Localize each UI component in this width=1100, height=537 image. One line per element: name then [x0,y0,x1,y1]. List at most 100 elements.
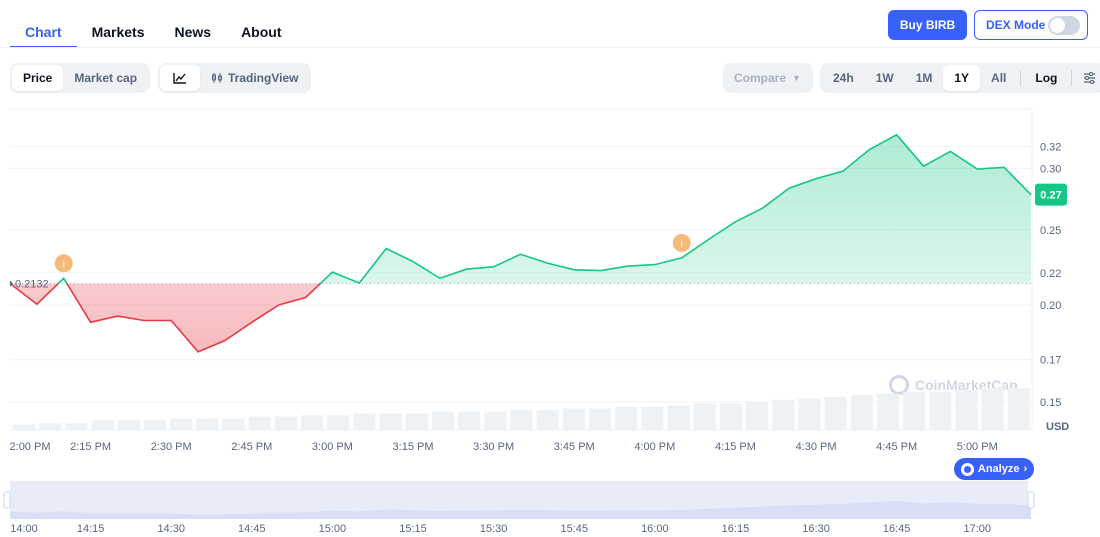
navigator-tick-label: 15:30 [479,523,508,535]
range-24h[interactable]: 24h [833,71,854,85]
baseline-marker-icon [10,280,13,287]
volume-bar [719,403,743,430]
range-all[interactable]: All [991,71,1007,85]
price-marketcap-toggle: Price Market cap [10,63,151,93]
volume-bar [458,411,481,430]
x-tick-label: 3:00 PM [312,441,353,453]
volume-bar [824,396,847,430]
volume-bar [248,416,271,430]
x-tick-label: 2:45 PM [231,441,272,453]
time-range-selector: 24h 1W 1M 1Y All Log [820,63,1100,93]
y-tick-label: 0.20 [1040,300,1061,312]
volume-bar [1007,388,1030,430]
y-tick-label: 0.30 [1040,163,1061,175]
volume-bar [929,391,952,430]
x-tick-label: 4:00 PM [634,441,675,453]
line-chart-icon [173,73,186,84]
analyze-button[interactable]: Analyze › [954,458,1034,480]
dex-mode-button[interactable]: DEX Mode [974,10,1088,40]
buy-button[interactable]: Buy BIRB [888,10,967,40]
tab-news[interactable]: News [174,24,212,40]
volume-bar [170,418,193,430]
range-divider [1020,70,1022,86]
volume-bar [510,410,533,430]
info-icon: i [63,259,65,270]
current-price-badge [1035,183,1067,206]
navigator-tick-label: 16:45 [882,523,911,535]
x-tick-label: 5:00 PM [957,441,998,453]
tab-about[interactable]: About [241,24,282,40]
volume-bar [536,410,559,430]
navigator-series [10,501,1031,519]
volume-bar [641,406,664,430]
tab-chart[interactable]: Chart [10,12,77,48]
volume-bar [588,408,612,430]
log-scale-button[interactable]: Log [1035,71,1058,85]
volume-bar [300,415,324,430]
volume-bar [667,405,690,430]
y-tick-label: 0.17 [1040,355,1061,367]
price-line-up [10,133,1032,284]
sliders-icon [1084,72,1096,84]
compare-dropdown[interactable]: Compare ▼ [723,63,813,93]
x-tick-label: 3:15 PM [393,441,434,453]
volume-bar [13,424,36,430]
volume-bar [850,394,873,430]
candlestick-icon [212,73,222,83]
navigator-tick-label: 16:30 [802,523,830,535]
down-area-fill [10,283,1031,352]
tab-markets[interactable]: Markets [91,24,145,40]
volume-bar [431,411,455,430]
volume-bar [484,411,507,430]
navigator-tick-label: 16:15 [721,523,750,535]
navigator-tick-label: 15:15 [399,523,427,535]
navigator-tick-label: 14:15 [76,523,105,535]
volume-bar [903,391,926,430]
volume-bar [876,393,900,430]
volume-bar [798,398,821,430]
volume-bar [39,423,62,430]
currency-label: USD [1046,421,1070,433]
tradingview-button[interactable]: TradingView [200,65,309,91]
range-1y[interactable]: 1Y [943,65,981,91]
price-option[interactable]: Price [12,65,64,91]
range-1m[interactable]: 1M [915,71,933,85]
x-tick-label: 4:30 PM [796,441,837,453]
dex-mode-toggle[interactable] [1048,16,1080,35]
navigator-tick-label: 17:00 [963,523,992,535]
price-chart[interactable]: 0.32 0.30 0.25 0.22 0.20 0.17 0.15 0.2132 i i 0.27… [0,105,1100,525]
x-tick-label: 2:15 PM [70,441,111,453]
navigator-left-handle [3,491,11,509]
x-tick-label: 2:00 PM [10,441,51,453]
ai-icon [960,462,974,476]
volume-bar [693,403,716,430]
navigator-tick-label: 14:30 [157,523,185,535]
volume-bar [65,423,88,430]
volume-bar [274,416,297,430]
cmc-logo-icon [889,375,909,395]
volume-bar [405,413,428,430]
volume-bar [222,418,245,430]
navigator-tick-label: 14:00 [10,523,38,535]
event-marker-icon [672,233,691,252]
y-tick-label: 0.15 [1040,397,1061,409]
volume-bar [143,420,167,430]
x-tick-label: 4:15 PM [715,441,756,453]
toggle-knob [1050,18,1065,33]
volume-bar [196,418,219,430]
navigator-tick-label: 16:00 [641,523,669,535]
chart-settings-button[interactable] [1075,65,1100,91]
volume-bar [746,401,769,430]
line-chart-button[interactable] [160,65,200,91]
market-cap-option[interactable]: Market cap [74,71,138,85]
dex-mode-label: DEX Mode [986,18,1046,32]
y-tick-label: 0.32 [1040,142,1061,154]
volume-bar [955,389,978,430]
chevron-right-icon: › [1023,463,1028,475]
volume-bar [117,420,140,430]
chart-style-toggle: TradingView [158,63,312,93]
navigator-tick-label: 14:45 [238,523,266,535]
volume-bar [91,420,114,430]
range-1w[interactable]: 1W [875,71,894,85]
